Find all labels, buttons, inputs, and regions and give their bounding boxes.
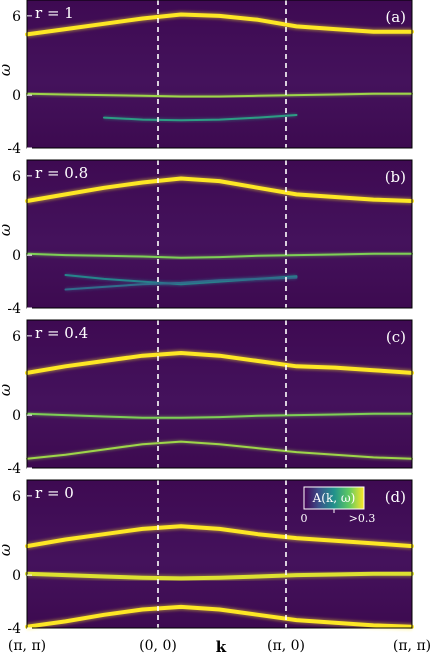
- band-line: [25, 176, 414, 203]
- panel-label: r = 0: [35, 484, 74, 502]
- colorbar-min-label: 0: [301, 512, 308, 525]
- band-line: [26, 440, 413, 460]
- y-tick-label: 6: [12, 9, 21, 25]
- y-tick-label: 6: [12, 329, 21, 345]
- x-tick-label: (0, 0): [139, 638, 177, 654]
- y-tick-label: 6: [12, 489, 21, 505]
- colorbar-label: A(k, ω): [312, 491, 356, 505]
- panel-c: 6 0 -4 ω r = 0.4 (c): [0, 319, 414, 477]
- x-axis: (π, π) (0, 0) (π, 0) (π, π) k: [8, 638, 431, 656]
- y-axis-title: ω: [0, 224, 14, 236]
- x-tick-label: (π, π): [393, 638, 431, 654]
- y-tick-label: 0: [12, 88, 21, 104]
- band-line: [103, 114, 298, 122]
- panel-label: r = 0.4: [35, 324, 88, 342]
- y-axis-title: ω: [0, 384, 14, 396]
- band-line: [25, 524, 414, 549]
- x-tick-label: (π, π): [8, 638, 46, 654]
- panel-background: [27, 0, 412, 148]
- panel-tag: (c): [386, 328, 406, 346]
- band-line: [26, 252, 413, 259]
- x-axis-title: k: [216, 638, 227, 656]
- y-tick-label: 0: [12, 248, 21, 264]
- band-line: [26, 412, 413, 419]
- panel-tag: (d): [385, 488, 406, 506]
- y-axis-title: ω: [0, 544, 14, 556]
- panel-b: 6 0 -4 ω r = 0.8 (b): [0, 159, 414, 317]
- y-tick-label: 6: [12, 169, 21, 185]
- band-line: [25, 351, 414, 375]
- y-tick-label: -4: [7, 461, 21, 477]
- y-tick-label: -4: [7, 301, 21, 317]
- colorbar-max-label: >0.3: [349, 512, 376, 525]
- x-tick-label: (π, 0): [267, 638, 305, 654]
- y-tick-label: -4: [7, 141, 21, 157]
- y-tick-label: -4: [7, 621, 21, 637]
- panel-label: r = 1: [35, 4, 74, 22]
- y-axis-title: ω: [0, 64, 14, 76]
- band-line: [64, 276, 298, 291]
- band-line: [25, 604, 414, 629]
- panel-tag: (a): [385, 8, 406, 26]
- panel-tag: (b): [385, 168, 406, 186]
- band-line: [25, 12, 414, 37]
- y-tick-label: 0: [12, 408, 21, 424]
- panel-frame: [26, 319, 413, 469]
- panel-label: r = 0.8: [35, 164, 88, 182]
- panel-frame: [26, 159, 413, 309]
- panel-a: 6 0 -4 ω r = 1 (a): [0, 0, 414, 157]
- band-line: [26, 92, 413, 98]
- band-line: [25, 571, 414, 581]
- panel-frame: [26, 0, 413, 149]
- colorbar: A(k, ω) 0 >0.3: [301, 486, 376, 525]
- panels: 6 0 -4 ω r = 1 (a) 6 0 -4 ω r = 0.8 (b) 6 0 -4 ω r = 0.4…: [0, 0, 414, 637]
- panel-frame: [26, 479, 413, 629]
- y-tick-label: 0: [12, 568, 21, 584]
